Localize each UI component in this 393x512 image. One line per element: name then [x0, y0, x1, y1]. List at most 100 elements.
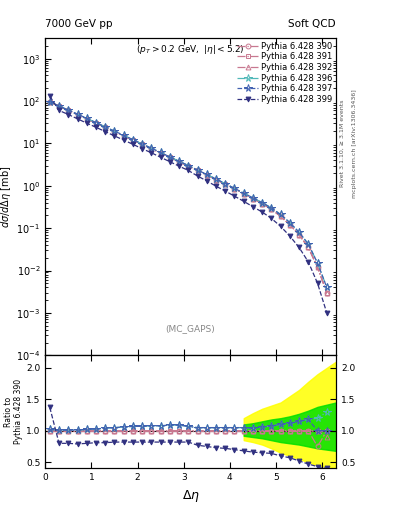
Pythia 6.428 399 — [130, 141, 135, 147]
Pythia 6.428 392 — [315, 264, 320, 270]
Pythia 6.428 396 — [214, 176, 219, 182]
Pythia 6.428 399 — [177, 163, 182, 169]
Pythia 6.428 397 — [48, 98, 52, 104]
Pythia 6.428 397 — [214, 176, 219, 182]
Pythia 6.428 390 — [297, 231, 301, 238]
Pythia 6.428 390 — [66, 108, 71, 114]
Pythia 6.428 399 — [75, 116, 80, 122]
Pythia 6.428 390 — [325, 290, 329, 296]
Pythia 6.428 390 — [130, 137, 135, 143]
Pythia 6.428 391 — [186, 163, 191, 169]
Pythia 6.428 390 — [84, 116, 89, 122]
Pythia 6.428 392 — [288, 222, 292, 228]
Pythia 6.428 396 — [278, 211, 283, 218]
Pythia 6.428 390 — [57, 103, 61, 110]
Pythia 6.428 397 — [121, 132, 126, 138]
Pythia 6.428 392 — [278, 214, 283, 220]
Pythia 6.428 391 — [149, 145, 154, 152]
Pythia 6.428 390 — [278, 214, 283, 220]
Pythia 6.428 392 — [66, 108, 71, 114]
Pythia 6.428 391 — [241, 190, 246, 197]
Pythia 6.428 396 — [75, 111, 80, 117]
Pythia 6.428 396 — [315, 260, 320, 266]
Pythia 6.428 390 — [103, 124, 108, 131]
Pythia 6.428 391 — [223, 181, 228, 187]
Pythia 6.428 390 — [186, 163, 191, 169]
Pythia 6.428 390 — [288, 222, 292, 228]
Pythia 6.428 392 — [232, 186, 237, 192]
Pythia 6.428 399 — [315, 280, 320, 286]
Pythia 6.428 391 — [251, 196, 255, 202]
Pythia 6.428 397 — [232, 185, 237, 191]
Pythia 6.428 396 — [103, 124, 108, 130]
Pythia 6.428 396 — [149, 145, 154, 151]
Pythia 6.428 392 — [241, 190, 246, 197]
Legend: Pythia 6.428 390, Pythia 6.428 391, Pythia 6.428 392, Pythia 6.428 396, Pythia 6: Pythia 6.428 390, Pythia 6.428 391, Pyth… — [235, 40, 334, 106]
Pythia 6.428 397 — [315, 260, 320, 266]
Pythia 6.428 397 — [260, 200, 264, 206]
Pythia 6.428 396 — [251, 195, 255, 201]
Pythia 6.428 397 — [251, 195, 255, 201]
Pythia 6.428 392 — [325, 290, 329, 296]
Pythia 6.428 396 — [140, 141, 145, 147]
Pythia 6.428 396 — [241, 190, 246, 196]
Pythia 6.428 392 — [158, 150, 163, 156]
Line: Pythia 6.428 391: Pythia 6.428 391 — [48, 99, 329, 295]
Pythia 6.428 399 — [112, 133, 117, 139]
Pythia 6.428 397 — [306, 241, 311, 247]
Pythia 6.428 399 — [251, 204, 255, 210]
Pythia 6.428 390 — [121, 133, 126, 139]
Pythia 6.428 396 — [186, 162, 191, 168]
Pythia 6.428 392 — [223, 181, 228, 187]
Line: Pythia 6.428 399: Pythia 6.428 399 — [48, 94, 329, 315]
Pythia 6.428 396 — [167, 154, 172, 160]
Pythia 6.428 392 — [251, 196, 255, 202]
Line: Pythia 6.428 397: Pythia 6.428 397 — [46, 98, 331, 291]
Pythia 6.428 397 — [112, 128, 117, 134]
Pythia 6.428 399 — [140, 145, 145, 152]
Pythia 6.428 392 — [103, 124, 108, 131]
Pythia 6.428 391 — [130, 137, 135, 143]
Pythia 6.428 392 — [195, 167, 200, 174]
Pythia 6.428 391 — [84, 116, 89, 122]
Pythia 6.428 399 — [167, 159, 172, 165]
Pythia 6.428 397 — [177, 158, 182, 164]
Pythia 6.428 392 — [306, 244, 311, 250]
Pythia 6.428 396 — [112, 128, 117, 134]
Pythia 6.428 397 — [158, 150, 163, 156]
Pythia 6.428 397 — [269, 205, 274, 211]
Pythia 6.428 390 — [177, 159, 182, 165]
Pythia 6.428 396 — [177, 158, 182, 164]
Text: Rivet 3.1.10, ≥ 3.1M events: Rivet 3.1.10, ≥ 3.1M events — [340, 100, 345, 187]
Pythia 6.428 399 — [121, 137, 126, 143]
Pythia 6.428 390 — [223, 181, 228, 187]
Pythia 6.428 390 — [48, 99, 52, 105]
Pythia 6.428 397 — [149, 145, 154, 151]
Pythia 6.428 396 — [48, 98, 52, 104]
Pythia 6.428 391 — [195, 167, 200, 174]
Pythia 6.428 397 — [325, 284, 329, 290]
Pythia 6.428 399 — [149, 150, 154, 156]
Pythia 6.428 392 — [130, 137, 135, 143]
Pythia 6.428 397 — [167, 154, 172, 160]
Pythia 6.428 396 — [325, 284, 329, 290]
Pythia 6.428 399 — [288, 233, 292, 239]
Pythia 6.428 391 — [306, 244, 311, 250]
Pythia 6.428 390 — [94, 120, 98, 126]
Pythia 6.428 391 — [232, 186, 237, 192]
Pythia 6.428 392 — [269, 206, 274, 212]
Pythia 6.428 391 — [57, 103, 61, 110]
Y-axis label: $d\sigma/d\Delta\eta$ [mb]: $d\sigma/d\Delta\eta$ [mb] — [0, 166, 13, 228]
Pythia 6.428 391 — [75, 112, 80, 118]
Pythia 6.428 392 — [204, 172, 209, 178]
Pythia 6.428 399 — [214, 183, 219, 189]
Pythia 6.428 396 — [94, 119, 98, 125]
Pythia 6.428 390 — [260, 201, 264, 207]
Pythia 6.428 396 — [121, 132, 126, 138]
Pythia 6.428 397 — [103, 124, 108, 130]
X-axis label: $\Delta\eta$: $\Delta\eta$ — [182, 488, 200, 504]
Pythia 6.428 391 — [66, 108, 71, 114]
Pythia 6.428 390 — [241, 190, 246, 197]
Pythia 6.428 397 — [84, 115, 89, 121]
Pythia 6.428 397 — [130, 137, 135, 143]
